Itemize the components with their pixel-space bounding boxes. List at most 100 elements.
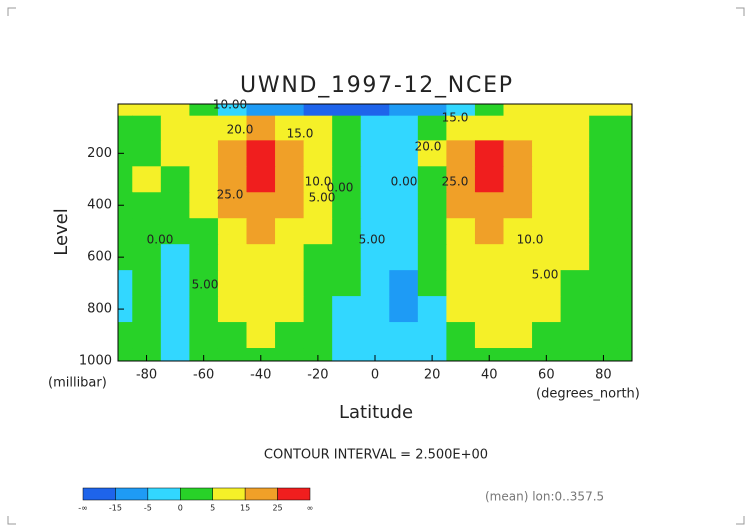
cell [503,296,533,323]
cell [217,244,247,271]
cell [446,166,476,193]
cell [417,270,447,297]
cell [589,270,619,297]
cell [417,104,447,117]
cell [503,104,533,117]
y-tick-label: 200 [87,146,112,161]
cell [532,244,562,271]
cell [275,296,305,323]
cell [118,115,133,141]
cell [246,296,276,323]
cell [360,244,390,271]
cell [503,244,533,271]
cell [118,348,133,361]
cell [189,115,219,141]
cell [474,140,504,167]
cell [389,115,419,141]
cell [360,270,390,297]
x-axis-label: Latitude [339,402,413,423]
cell [246,115,276,141]
cell [474,244,504,271]
colorbar-swatch [244,487,278,501]
cell [132,192,162,219]
colorbar-label: -5 [144,504,152,513]
cell [560,140,590,167]
cell [560,270,590,297]
cell [560,296,590,323]
cell [275,270,305,297]
cell [617,104,632,117]
cell [532,322,562,349]
cell [474,348,504,361]
cell [160,192,190,219]
colorbar-label: -∞ [78,504,88,513]
cell [474,115,504,141]
cell [503,348,533,361]
cell [503,322,533,349]
cell [617,192,632,219]
cell [332,192,362,219]
cell [417,218,447,245]
cell [160,166,190,193]
cell [446,104,476,117]
cell [217,140,247,167]
cell [389,296,419,323]
colorbar-swatch [180,487,213,501]
cell [332,270,362,297]
cell [275,140,305,167]
contour-label: 0.00 [391,175,418,189]
cell [275,166,305,193]
cell [360,104,390,117]
cell [560,218,590,245]
cell [303,218,333,245]
y-tick-label: 600 [87,250,112,265]
x-tick-label: 40 [481,368,498,383]
cell [617,348,632,361]
cell [303,244,333,271]
cell [446,270,476,297]
cell [189,296,219,323]
cell [360,192,390,219]
cell [417,322,447,349]
cell [360,140,390,167]
cell [446,244,476,271]
cell [132,140,162,167]
cell [417,115,447,141]
cell [446,115,476,141]
colorbar-swatch [212,487,246,501]
x-tick-label: -80 [136,368,157,383]
cell [589,115,619,141]
cell [560,104,590,117]
cell [275,348,305,361]
contour-label: 10.0 [517,233,544,247]
cell [189,104,219,117]
cell [446,218,476,245]
cell [389,270,419,297]
cell [189,322,219,349]
y-tick-label: 1000 [79,354,112,369]
cell [503,115,533,141]
x-tick-label: 60 [538,368,555,383]
cell [246,166,276,193]
cell [474,192,504,219]
y-unit: (millibar) [48,376,107,391]
cell [160,104,190,117]
x-tick-label: -20 [307,368,328,383]
cell [118,166,133,193]
cell [332,322,362,349]
cell [474,166,504,193]
cell [589,218,619,245]
cell [589,140,619,167]
cell [589,192,619,219]
cell [532,192,562,219]
cell [389,140,419,167]
cell [560,348,590,361]
cell [474,296,504,323]
colorbar-label: 0 [178,504,183,513]
contour-label: 0.00 [327,181,354,195]
contour-label: 0.00 [147,233,174,247]
x-unit: (degrees_north) [536,387,640,402]
cell [217,115,247,141]
colorbar-label: 15 [240,504,250,513]
cell [503,166,533,193]
